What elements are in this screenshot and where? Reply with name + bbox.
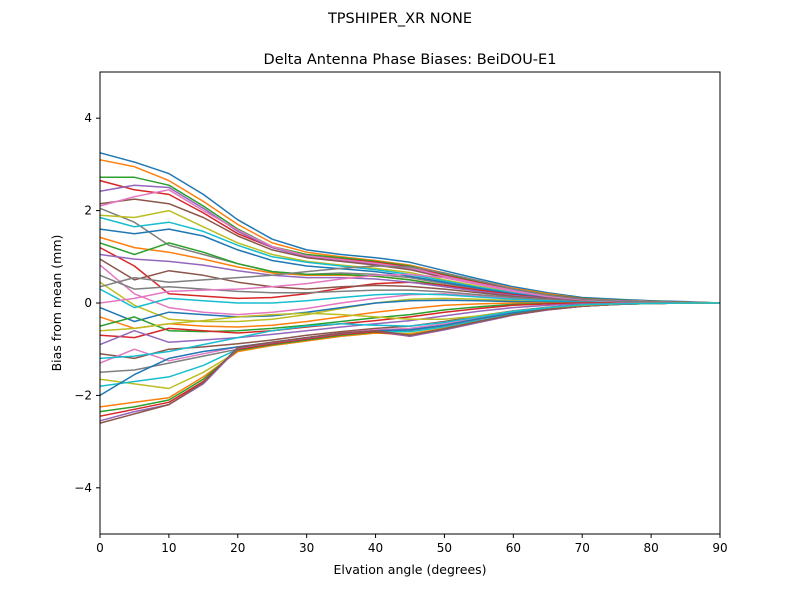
chart-title: Delta Antenna Phase Biases: BeiDOU-E1 (264, 52, 557, 68)
x-tick-label: 30 (299, 541, 314, 555)
x-tick-label: 40 (368, 541, 383, 555)
series-line-s40 (99, 302, 720, 360)
x-tick-label: 60 (506, 541, 521, 555)
y-tick-label: 2 (84, 204, 92, 218)
series-line-s1 (99, 152, 721, 304)
figure-suptitle: TPSHIPER_XR NONE (327, 11, 472, 27)
x-tick-label: 90 (712, 541, 727, 555)
y-tick-label: −2 (74, 388, 92, 402)
x-tick-label: 80 (643, 541, 658, 555)
x-tick-label: 20 (230, 541, 245, 555)
x-tick-label: 70 (575, 541, 590, 555)
series-layer (99, 152, 721, 424)
x-tick-label: 50 (437, 541, 452, 555)
y-tick-label: 0 (84, 296, 92, 310)
x-axis-label: Elvation angle (degrees) (333, 562, 486, 577)
x-tick-label: 10 (161, 541, 176, 555)
x-tick-label: 0 (96, 541, 104, 555)
y-axis-label: Bias from mean (mm) (49, 235, 64, 372)
y-tick-label: 4 (84, 111, 92, 125)
y-tick-label: −4 (74, 481, 92, 495)
series-line-s38 (99, 265, 721, 304)
x-axis-ticks: 0 10 20 30 40 50 60 70 80 90 (96, 534, 728, 555)
y-axis-ticks: −4 −2 0 2 4 (74, 111, 100, 495)
